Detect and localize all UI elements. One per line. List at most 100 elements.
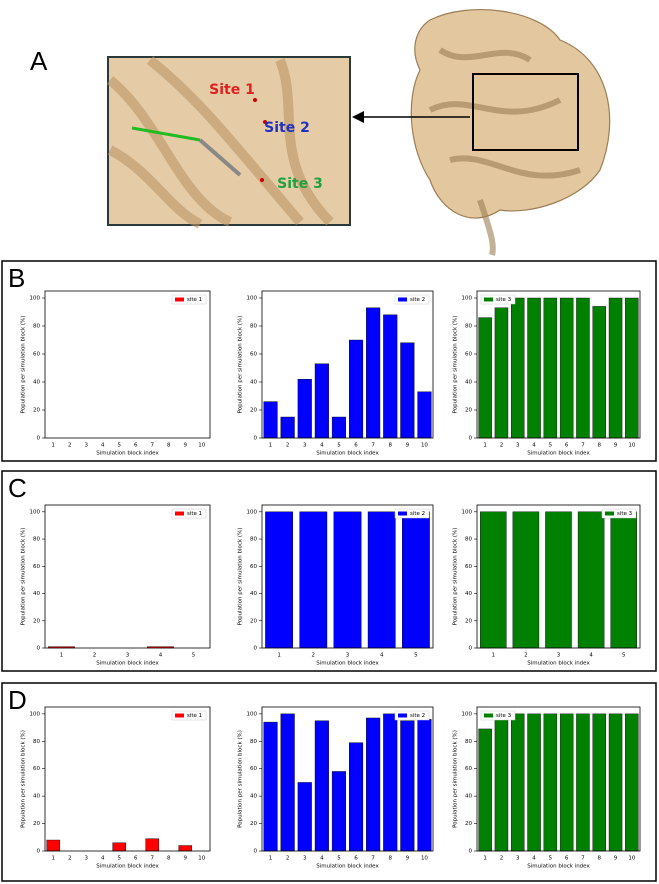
y-tick-label: 100 (30, 509, 41, 515)
x-tick-label: 1 (483, 443, 487, 449)
bar (366, 717, 381, 852)
y-axis-label: Population per simulation block (%) (21, 730, 27, 828)
y-tick-label: 0 (254, 436, 258, 442)
x-tick-label: 6 (565, 443, 569, 449)
x-tick-label: 6 (354, 856, 358, 862)
x-axis-label: Simulation block index (316, 864, 379, 870)
y-tick-label: 20 (33, 618, 40, 624)
x-tick-label: 1 (60, 653, 64, 659)
y-tick-label: 80 (33, 537, 40, 543)
x-tick-label: 2 (500, 856, 504, 862)
x-tick-label: 1 (483, 856, 487, 862)
y-tick-label: 60 (465, 564, 472, 570)
panel-label: B (8, 263, 25, 293)
bar (265, 511, 293, 649)
x-tick-label: 3 (557, 653, 561, 659)
bar (331, 771, 346, 852)
y-tick-label: 0 (254, 646, 258, 652)
y-tick-label: 20 (250, 821, 257, 827)
y-tick-label: 40 (33, 380, 40, 386)
y-tick-label: 40 (465, 591, 472, 597)
x-axis-label: Simulation block index (96, 661, 159, 667)
legend-label: site 2 (410, 713, 425, 719)
x-tick-label: 5 (337, 443, 341, 449)
legend-swatch (398, 297, 407, 302)
bar (314, 720, 329, 852)
y-tick-label: 100 (247, 711, 258, 717)
x-tick-label: 5 (337, 856, 341, 862)
x-tick-label: 10 (421, 443, 428, 449)
panel-frame (1, 260, 657, 462)
bar (46, 839, 61, 852)
y-tick-label: 80 (250, 324, 257, 330)
x-tick-label: 4 (532, 443, 536, 449)
protein-structure (352, 9, 611, 256)
y-tick-label: 40 (465, 380, 472, 386)
x-tick-label: 2 (93, 653, 97, 659)
y-axis-label: Population per simulation block (%) (238, 316, 244, 414)
x-tick-label: 8 (389, 856, 393, 862)
plot-frame (476, 290, 641, 439)
x-tick-label: 9 (406, 856, 410, 862)
x-tick-label: 7 (151, 856, 155, 862)
y-tick-label: 60 (465, 766, 472, 772)
legend-box (480, 710, 516, 721)
y-tick-label: 40 (33, 591, 40, 597)
bar (263, 721, 278, 852)
y-tick-label: 60 (465, 352, 472, 358)
x-tick-label: 2 (286, 856, 290, 862)
y-tick-label: 0 (254, 849, 258, 855)
x-tick-label: 3 (126, 653, 130, 659)
bar (349, 339, 364, 439)
x-tick-label: 4 (320, 856, 324, 862)
panel-frame (1, 470, 657, 672)
legend-box (394, 508, 430, 519)
legend-box (171, 294, 207, 305)
legend-box (394, 710, 430, 721)
legend-swatch (484, 713, 493, 718)
bar (349, 742, 364, 852)
x-tick-label: 8 (167, 856, 171, 862)
x-tick-label: 6 (565, 856, 569, 862)
bar (543, 713, 558, 852)
bar (625, 713, 639, 852)
bar (178, 845, 193, 852)
bar (608, 713, 623, 852)
bar (383, 713, 398, 852)
y-tick-label: 80 (465, 324, 472, 330)
legend-label: site 1 (187, 511, 202, 517)
x-tick-label: 7 (371, 443, 375, 449)
y-tick-label: 0 (469, 646, 473, 652)
x-tick-label: 5 (414, 653, 418, 659)
plot-frame (261, 706, 434, 852)
bar (314, 363, 329, 439)
y-tick-label: 40 (250, 794, 257, 800)
panel-label: D (8, 685, 27, 715)
x-tick-label: 2 (68, 856, 72, 862)
bar (592, 306, 606, 439)
x-tick-label: 2 (68, 443, 72, 449)
y-tick-label: 20 (33, 408, 40, 414)
y-tick-label: 100 (247, 509, 258, 515)
x-axis-label: Simulation block index (527, 661, 590, 667)
x-tick-label: 1 (52, 443, 56, 449)
bar (511, 297, 525, 439)
bar (543, 297, 558, 439)
x-tick-label: 3 (303, 856, 307, 862)
bar (512, 511, 540, 649)
y-tick-label: 80 (465, 537, 472, 543)
y-tick-label: 40 (33, 794, 40, 800)
y-axis-label: Population per simulation block (%) (21, 316, 27, 414)
bar (417, 391, 432, 439)
bar (576, 297, 590, 439)
bar (480, 511, 507, 649)
bar (576, 713, 590, 852)
y-tick-label: 60 (33, 564, 40, 570)
x-tick-label: 7 (151, 443, 155, 449)
x-axis-label: Simulation block index (96, 864, 159, 870)
bar (478, 728, 492, 852)
y-tick-label: 100 (462, 509, 473, 515)
site-label: Site 3 (277, 176, 323, 192)
x-tick-label: 2 (286, 443, 290, 449)
x-tick-label: 5 (118, 443, 122, 449)
